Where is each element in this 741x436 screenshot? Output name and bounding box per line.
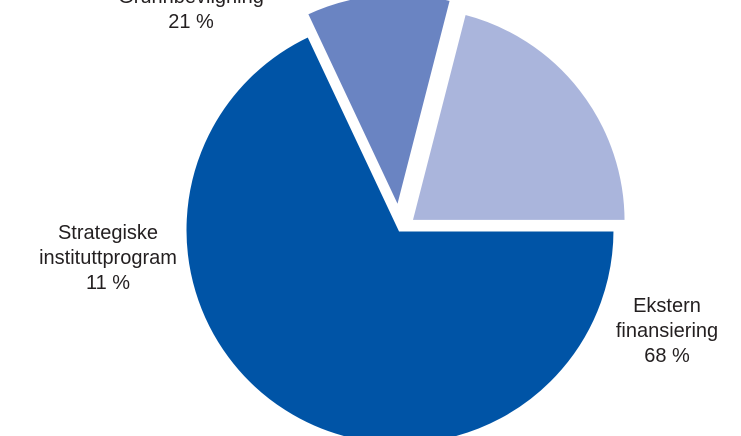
pie-slices (183, 0, 628, 436)
slice-name-line: finansiering (616, 320, 718, 342)
slice-value-label: 11 % (86, 272, 130, 294)
pie-slice-strategiske-instituttprogram (304, 0, 453, 213)
pie-slice-ekstern-finansiering (183, 33, 617, 436)
slice-labels: Ekstern finansiering 68 % Strategiske instit… (39, 0, 718, 367)
slice-label-strategiske-instituttprogram: Strategiske instituttprogram 11 % (39, 222, 177, 294)
slice-name-line: Ekstern (633, 295, 701, 317)
slice-name-line: instituttprogram (39, 247, 177, 269)
slice-name-line: Strategiske (58, 222, 158, 244)
slice-label-grunnbevilgning: Grunnbevilgning 21 % (118, 0, 264, 33)
pie-slice-grunnbevilgning (409, 11, 628, 223)
slice-name-line: Grunnbevilgning (118, 0, 264, 8)
slice-value-label: 21 % (168, 11, 214, 33)
slice-value-label: 68 % (644, 345, 690, 367)
slice-label-ekstern-finansiering: Ekstern finansiering 68 % (616, 295, 718, 367)
